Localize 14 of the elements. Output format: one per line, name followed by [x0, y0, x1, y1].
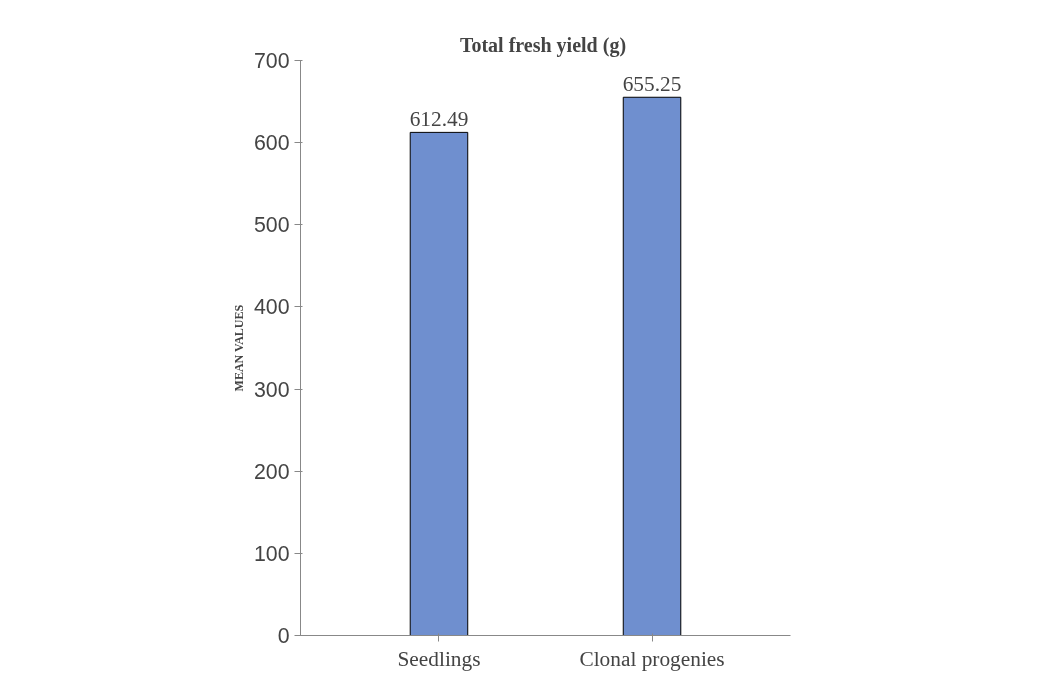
data-label: 612.49	[409, 107, 469, 132]
y-tick-label: 100	[253, 541, 290, 566]
y-tick-label: 0	[277, 624, 290, 648]
y-axis-title: MEAN VALUES	[231, 304, 246, 392]
y-tick-label: 500	[253, 213, 290, 238]
chart-title: Total fresh yield (g)	[459, 33, 627, 57]
y-tick-label: 700	[253, 49, 290, 73]
data-label: 655.25	[622, 72, 682, 97]
y-tick-label: 600	[253, 131, 290, 156]
y-tick-label: 200	[253, 459, 290, 484]
x-tick-label: Clonal progenies	[579, 646, 725, 671]
x-tick-label: Seedlings	[397, 646, 481, 671]
y-tick-label: 400	[253, 295, 290, 320]
y-tick-label: 300	[253, 377, 290, 402]
